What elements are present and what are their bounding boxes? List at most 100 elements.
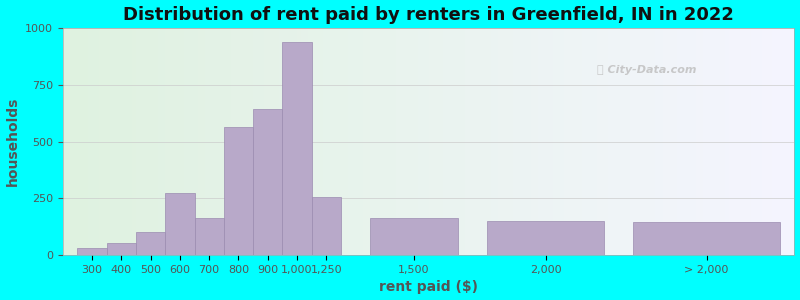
Bar: [469, 28, 473, 255]
Bar: [392, 28, 396, 255]
Bar: [655, 28, 659, 255]
Bar: [106, 243, 136, 255]
Bar: [634, 28, 637, 255]
Bar: [362, 28, 366, 255]
Bar: [557, 28, 560, 255]
Bar: [191, 28, 194, 255]
Bar: [725, 28, 729, 255]
Bar: [560, 28, 564, 255]
Bar: [586, 28, 590, 255]
Bar: [432, 28, 436, 255]
Bar: [418, 28, 422, 255]
Bar: [637, 28, 641, 255]
Bar: [685, 28, 688, 255]
Bar: [366, 28, 370, 255]
Bar: [268, 28, 271, 255]
Bar: [443, 28, 447, 255]
Bar: [275, 28, 278, 255]
Bar: [129, 28, 132, 255]
Bar: [150, 28, 154, 255]
Bar: [337, 28, 341, 255]
Bar: [264, 28, 268, 255]
Bar: [147, 28, 150, 255]
Bar: [326, 28, 330, 255]
Bar: [227, 28, 231, 255]
Bar: [550, 28, 553, 255]
Bar: [308, 28, 311, 255]
Bar: [553, 28, 557, 255]
Bar: [297, 28, 301, 255]
Bar: [491, 28, 494, 255]
Bar: [282, 41, 311, 255]
Bar: [187, 28, 191, 255]
Bar: [154, 28, 158, 255]
Bar: [604, 28, 608, 255]
Bar: [780, 28, 783, 255]
Bar: [546, 28, 550, 255]
Bar: [662, 28, 666, 255]
Bar: [790, 28, 794, 255]
Bar: [224, 28, 227, 255]
Bar: [103, 28, 106, 255]
Bar: [480, 28, 483, 255]
Bar: [747, 28, 750, 255]
Bar: [217, 28, 220, 255]
Bar: [670, 28, 674, 255]
Bar: [132, 28, 136, 255]
X-axis label: rent paid ($): rent paid ($): [379, 280, 478, 294]
Bar: [96, 28, 99, 255]
Bar: [736, 28, 739, 255]
Bar: [352, 28, 355, 255]
Bar: [78, 248, 106, 255]
Bar: [206, 28, 209, 255]
Bar: [487, 221, 604, 255]
Bar: [140, 28, 143, 255]
Bar: [110, 28, 114, 255]
Bar: [209, 28, 213, 255]
Bar: [578, 28, 582, 255]
Bar: [125, 28, 129, 255]
Bar: [246, 28, 250, 255]
Bar: [571, 28, 575, 255]
Bar: [641, 28, 645, 255]
Bar: [213, 28, 217, 255]
Bar: [608, 28, 611, 255]
Bar: [590, 28, 594, 255]
Bar: [234, 28, 238, 255]
Bar: [597, 28, 601, 255]
Bar: [359, 28, 362, 255]
Bar: [619, 28, 622, 255]
Bar: [483, 28, 487, 255]
Bar: [648, 28, 652, 255]
Bar: [278, 28, 282, 255]
Bar: [374, 28, 378, 255]
Bar: [722, 28, 725, 255]
Bar: [253, 28, 257, 255]
Bar: [122, 28, 125, 255]
Bar: [454, 28, 458, 255]
Bar: [696, 28, 699, 255]
Bar: [630, 28, 634, 255]
Bar: [773, 28, 776, 255]
Bar: [370, 218, 458, 255]
Bar: [706, 28, 710, 255]
Bar: [286, 28, 290, 255]
Bar: [92, 28, 96, 255]
Bar: [611, 28, 615, 255]
Bar: [527, 28, 531, 255]
Bar: [729, 28, 732, 255]
Bar: [257, 28, 260, 255]
Bar: [385, 28, 389, 255]
Bar: [568, 28, 571, 255]
Bar: [601, 28, 604, 255]
Bar: [198, 28, 202, 255]
Bar: [699, 28, 703, 255]
Bar: [345, 28, 348, 255]
Bar: [703, 28, 706, 255]
Bar: [626, 28, 630, 255]
Bar: [341, 28, 345, 255]
Bar: [710, 28, 714, 255]
Bar: [202, 28, 206, 255]
Bar: [242, 28, 246, 255]
Bar: [487, 28, 491, 255]
